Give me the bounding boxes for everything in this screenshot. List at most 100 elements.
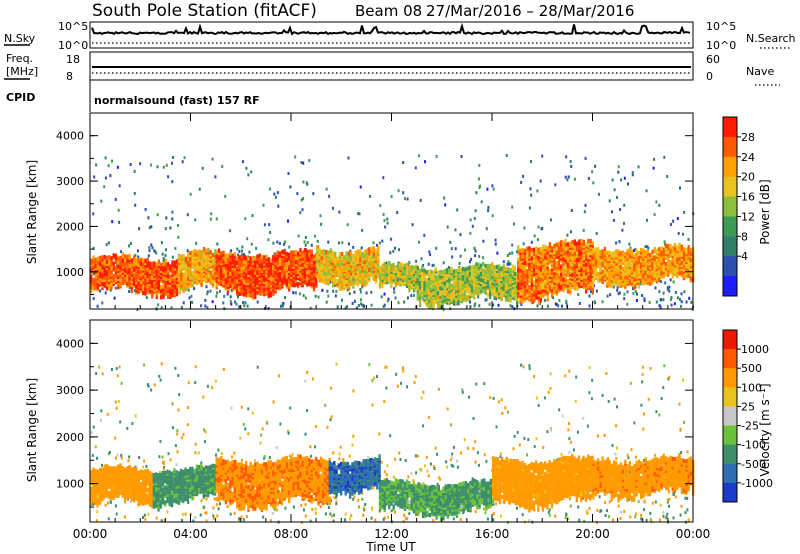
echo-cell (214, 175, 217, 179)
echo-cell (543, 298, 546, 302)
echo-cell (437, 291, 440, 296)
echo-cell (413, 293, 415, 297)
echo-cell (171, 180, 174, 184)
echo-cell (186, 213, 189, 217)
echo-cell (432, 263, 435, 267)
echo-cell (570, 164, 573, 168)
cpid-label: CPID (6, 91, 35, 104)
echo-cell (511, 305, 514, 309)
echo-cell (139, 270, 142, 275)
echo-cell (99, 255, 102, 260)
echo-cell (221, 164, 224, 168)
echo-cell (196, 266, 199, 271)
echo-cell (500, 266, 503, 271)
echo-cell (164, 262, 167, 267)
echo-cell (564, 259, 567, 264)
echo-cell (144, 291, 147, 296)
echo-cell (142, 258, 145, 263)
echo-cell (526, 285, 529, 290)
echo-cell (477, 177, 480, 181)
echo-cell (635, 256, 638, 261)
echo-cell (633, 253, 636, 258)
echo-cell (628, 252, 631, 257)
echo-cell (274, 195, 277, 199)
echo-cell (236, 247, 239, 251)
echo-cell (180, 254, 183, 259)
echo-cell (528, 262, 531, 267)
echo-cell (258, 257, 261, 262)
echo-cell (94, 263, 97, 269)
echo-cell (105, 280, 109, 285)
echo-cell (305, 248, 308, 251)
echo-cell (123, 278, 127, 283)
echo-cell (247, 256, 250, 261)
echo-cell (380, 295, 383, 299)
echo-cell (273, 192, 276, 196)
echo-cell (601, 300, 604, 304)
echo-cell (564, 238, 567, 243)
echo-cell (341, 298, 343, 302)
echo-cell (282, 302, 285, 305)
echo-cell (314, 294, 317, 298)
echo-cell (215, 250, 218, 255)
echo-cell (370, 272, 373, 278)
echo-cell (517, 267, 520, 272)
echo-cell (640, 262, 643, 267)
echo-cell (578, 274, 581, 279)
echo-cell (104, 176, 107, 180)
echo-cell (415, 305, 418, 309)
echo-cell (578, 257, 581, 262)
echo-band (215, 247, 318, 300)
echo-cell (177, 254, 181, 259)
echo-cell (557, 270, 561, 275)
echo-cell (680, 300, 683, 304)
echo-cell (360, 246, 363, 250)
echo-cell (191, 252, 194, 257)
echo-cell (580, 267, 583, 272)
echo-cell (539, 246, 542, 252)
echo-cell (446, 284, 449, 289)
echo-cell (320, 222, 323, 226)
echo-cell (474, 209, 477, 213)
echo-cell (478, 163, 481, 167)
echo-cell (446, 292, 449, 297)
echo-cell (96, 264, 100, 270)
echo-cell (283, 266, 286, 271)
echo-cell (211, 252, 215, 258)
echo-cell (511, 205, 514, 209)
echo-cell (347, 242, 350, 246)
echo-cell (269, 280, 273, 286)
echo-cell (184, 256, 187, 261)
echo-cell (530, 193, 533, 197)
echo-cell (677, 231, 680, 235)
echo-cell (621, 277, 625, 282)
echo-cell (435, 246, 438, 250)
echo-cell (288, 279, 291, 284)
echo-cell (327, 240, 330, 244)
echo-band (90, 252, 179, 300)
echo-cell (668, 289, 671, 293)
echo-cell (623, 222, 625, 225)
echo-cell (94, 257, 97, 262)
echo-cell (370, 303, 373, 307)
echo-cell (238, 305, 241, 309)
echo-cell (575, 253, 579, 258)
echo-cell (591, 290, 594, 295)
echo-cell (93, 175, 96, 179)
echo-cell (254, 256, 257, 261)
echo-cell (415, 275, 418, 280)
echo-cell (486, 187, 489, 191)
echo-cell (338, 286, 341, 291)
echo-cell (267, 291, 270, 297)
echo-cell (571, 272, 574, 277)
echo-cell (265, 277, 268, 282)
echo-cell (416, 265, 419, 270)
echo-cell (635, 275, 638, 280)
echo-cell (663, 240, 666, 244)
echo-cell (571, 240, 574, 245)
echo-cell (336, 279, 339, 284)
echo-cell (112, 253, 115, 258)
echo-cell (582, 239, 585, 244)
echo-cell (430, 269, 433, 274)
echo-cell (277, 204, 280, 208)
